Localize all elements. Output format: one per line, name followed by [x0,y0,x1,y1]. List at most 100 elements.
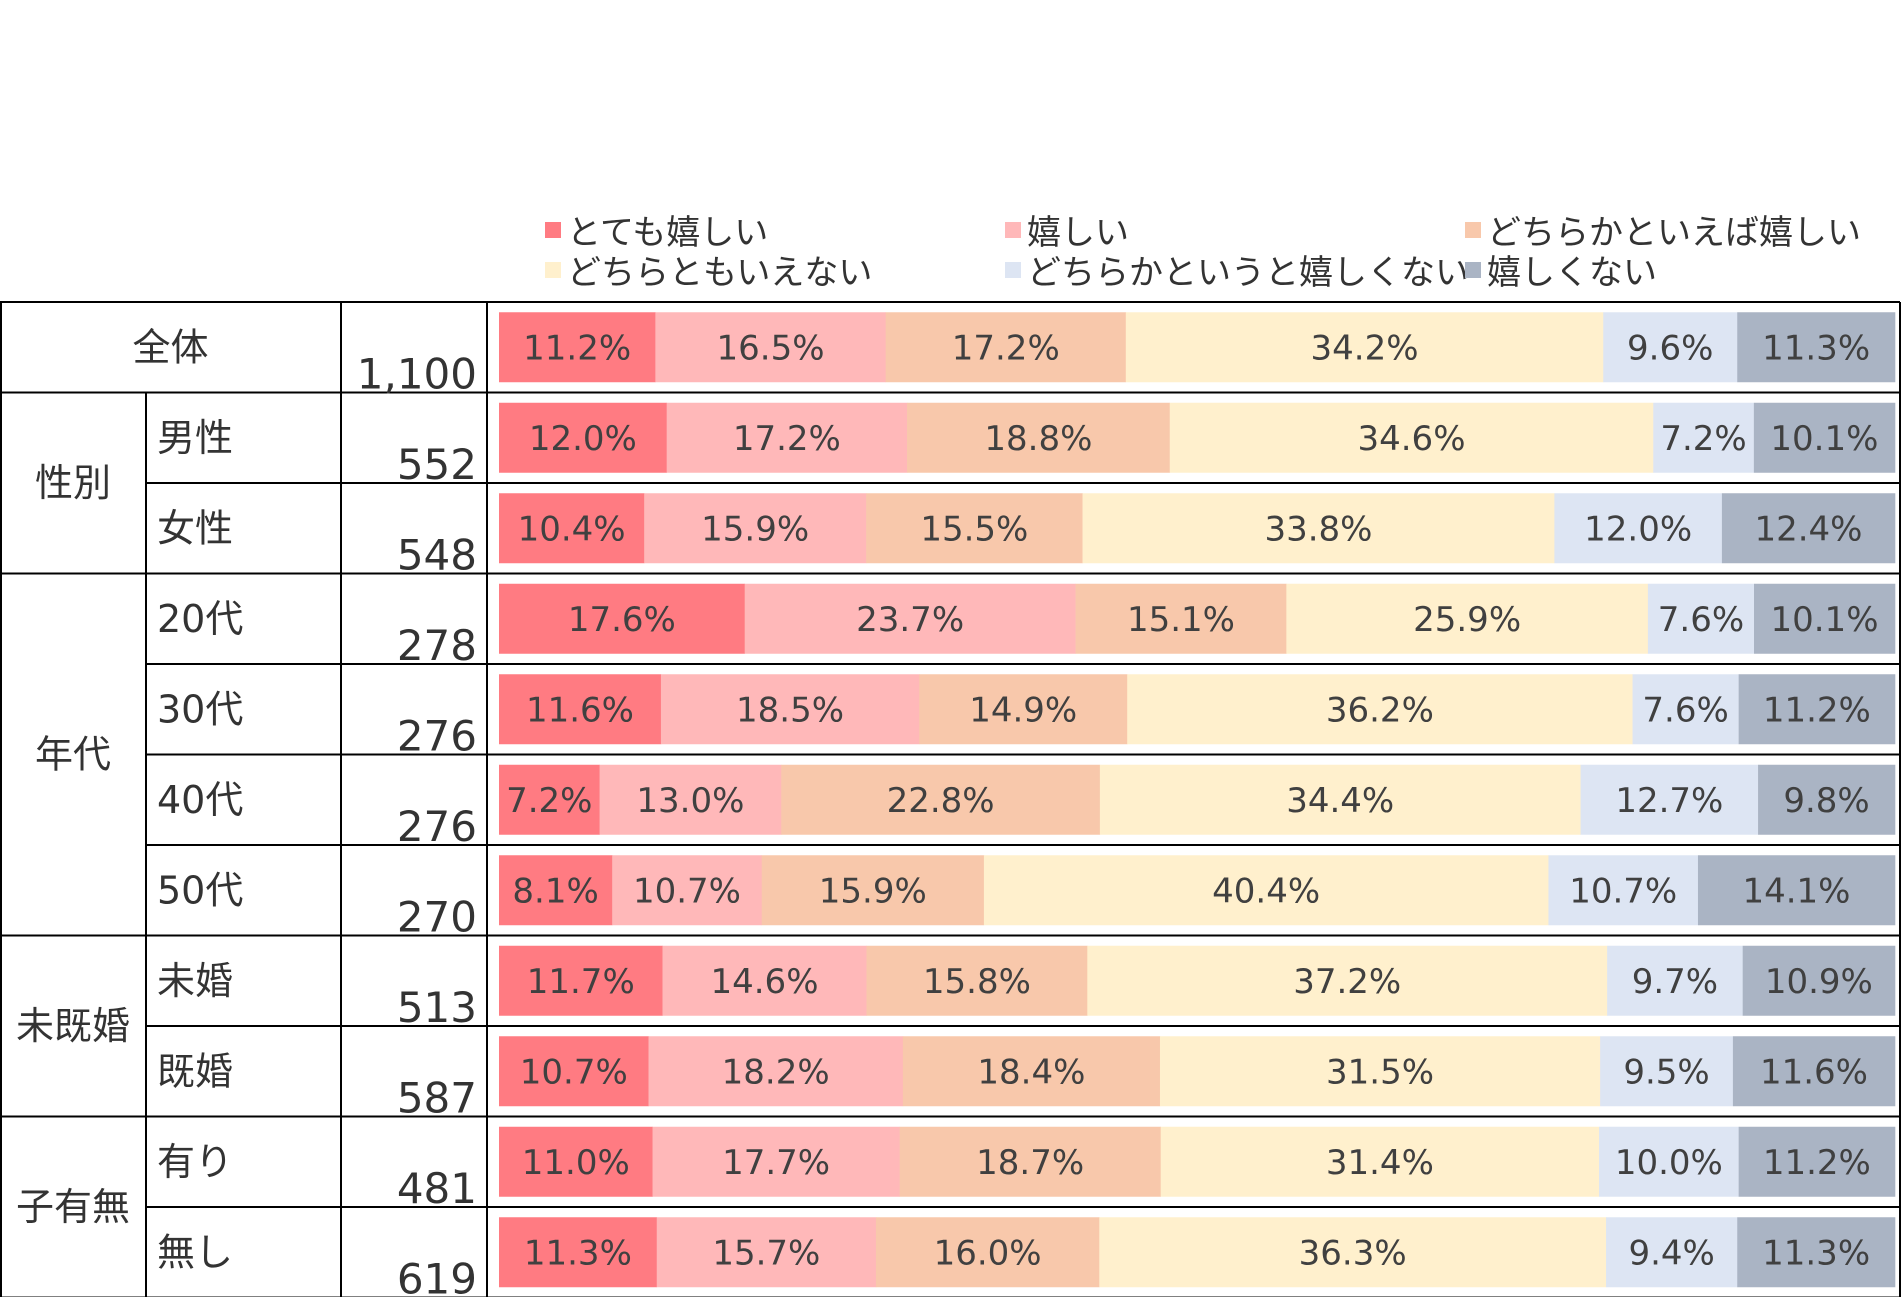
data-label: 11.2% [1763,1143,1871,1183]
sample-size: 276 [397,712,477,761]
bar-segment [499,764,600,835]
bar-segment [662,945,867,1016]
bar-segment [919,674,1128,745]
data-label: 12.7% [1615,781,1723,821]
data-label: 10.4% [518,509,626,549]
data-label: 11.3% [1762,328,1870,368]
bar-segment [499,945,663,1016]
bar-segment [1548,855,1699,926]
bar-segment [1738,1126,1896,1197]
bar-segment [644,493,867,564]
bar-segment [1647,583,1755,654]
data-label: 34.4% [1286,781,1394,821]
bar-segment [875,1217,1100,1288]
legend-label: とても嬉しい [567,213,769,253]
data-label: 17.2% [952,328,1060,368]
data-label: 13.0% [636,781,744,821]
data-label: 17.6% [568,600,676,640]
data-label: 10.7% [633,871,741,911]
data-label: 36.2% [1326,690,1434,730]
data-label: 17.2% [733,419,841,459]
bar-segment [781,764,1101,835]
sample-size: 552 [397,440,477,489]
bar-segment [499,312,656,383]
data-label: 31.4% [1326,1143,1434,1183]
chart-legend: とても嬉しい 嬉しい どちらかといえば嬉しい どちらともいえない どちらかというと嬉しく… [545,205,1885,295]
data-label: 14.1% [1742,871,1850,911]
bar-segment [1599,1126,1739,1197]
data-label: 15.9% [701,509,809,549]
data-label: 11.7% [527,962,635,1002]
data-label: 9.7% [1632,962,1718,1002]
bar-segment [1082,493,1555,564]
bar-segment [761,855,985,926]
sample-size: 587 [397,1074,477,1123]
legend-swatch [545,221,561,238]
data-label: 25.9% [1413,600,1521,640]
bar-segment [660,674,920,745]
sample-size: 276 [397,802,477,851]
row-label: 有り [157,1140,233,1184]
bar-segment [899,1126,1162,1197]
data-label: 12.0% [1584,509,1692,549]
bar-segment [1127,674,1633,745]
data-label: 18.4% [977,1052,1085,1092]
data-label: 17.7% [722,1143,830,1183]
data-label: 15.7% [712,1233,820,1273]
bar-segment [1632,674,1739,745]
bar-segment [499,855,613,926]
legend-label: 嬉しい [1027,213,1129,253]
data-label: 8.1% [512,871,598,911]
bar-segment [499,1217,658,1288]
data-label: 7.6% [1642,690,1728,730]
bar-segment [1737,312,1896,383]
data-label: 15.5% [920,509,1028,549]
data-label: 10.7% [1569,871,1677,911]
group-label: 年代 [35,733,111,777]
data-label: 23.7% [856,600,964,640]
bar-segment [1160,1126,1600,1197]
data-label: 11.6% [526,690,634,730]
data-label: 11.2% [523,328,631,368]
data-label: 15.8% [923,962,1031,1002]
bar-segment [1653,402,1755,473]
data-label: 18.7% [976,1143,1084,1183]
data-label: 18.5% [736,690,844,730]
sample-size: 278 [397,621,477,670]
data-label: 9.8% [1783,781,1869,821]
data-label: 9.4% [1628,1233,1714,1273]
data-label: 18.8% [984,419,1092,459]
bar-segment [1603,312,1738,383]
sample-size: 619 [397,1255,477,1297]
sample-size: 513 [397,983,477,1032]
bar-segment [866,493,1083,564]
row-label: 無し [157,1230,233,1274]
bar-segment [1697,855,1896,926]
data-label: 7.2% [1660,419,1746,459]
legend-swatch [1005,221,1021,238]
bar-segment [1169,402,1654,473]
data-label: 34.2% [1311,328,1419,368]
bar-segment [1580,764,1759,835]
data-label: 22.8% [887,781,995,821]
data-label: 14.6% [710,962,818,1002]
data-label: 10.1% [1770,600,1878,640]
data-label: 34.6% [1357,419,1465,459]
bar-segment [1159,1036,1601,1107]
bar-segment [885,312,1127,383]
bar-segment [499,1126,653,1197]
bar-segment [1607,945,1743,1016]
row-label: 20代 [157,597,243,641]
bar-segment [652,1126,900,1197]
bar-segment [1286,583,1649,654]
row-label: 男性 [157,416,233,460]
row-label: 既婚 [157,1049,233,1093]
bar-segment [499,493,645,564]
bar-segment [499,1036,649,1107]
group-label: 未既婚 [16,1004,130,1048]
bar-segment [1087,945,1608,1016]
legend-item: 嬉しい [1005,205,1129,254]
data-label: 7.2% [506,781,592,821]
data-label: 12.0% [529,419,637,459]
